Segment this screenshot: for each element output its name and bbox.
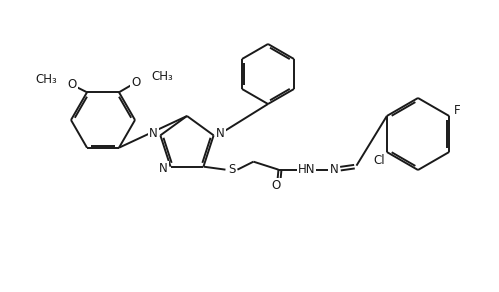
Text: Cl: Cl [373,154,385,166]
Text: O: O [67,78,77,91]
Text: N: N [149,127,158,140]
Text: F: F [454,103,461,117]
Text: S: S [228,163,235,176]
Text: N: N [330,163,339,176]
Text: N: N [216,127,225,140]
Text: N: N [159,162,168,175]
Text: CH₃: CH₃ [151,70,173,83]
Text: O: O [131,76,141,89]
Text: CH₃: CH₃ [35,73,57,86]
Text: O: O [272,179,281,192]
Text: HN: HN [298,163,315,176]
